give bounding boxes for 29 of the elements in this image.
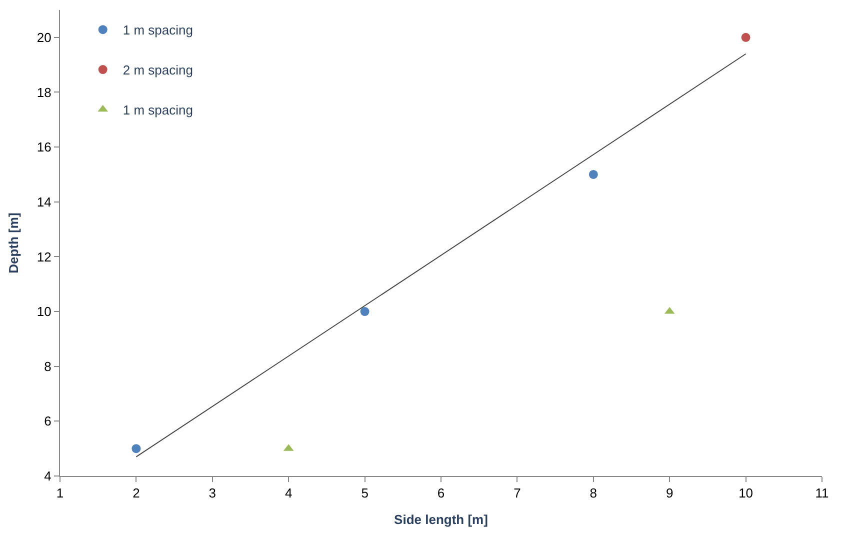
point bbox=[741, 32, 750, 42]
x-tick-label: 5 bbox=[361, 486, 368, 501]
x-axis-title: Side length [m] bbox=[394, 512, 488, 528]
y-tick-label: 20 bbox=[36, 30, 52, 45]
x-tick-label: 11 bbox=[815, 486, 829, 501]
y-tick-label: 6 bbox=[44, 414, 52, 429]
point bbox=[132, 444, 141, 454]
y-tick-label: 14 bbox=[36, 194, 52, 210]
x-tick-label: 6 bbox=[437, 486, 445, 501]
x-tick-label: 9 bbox=[666, 486, 674, 501]
x-tick-label: 10 bbox=[738, 486, 754, 501]
legend-label: 1 m spacing bbox=[122, 22, 193, 38]
y-tick-label: 4 bbox=[44, 468, 52, 484]
x-tick-label: 1 bbox=[56, 486, 64, 501]
x-tick-label: 3 bbox=[208, 486, 216, 501]
x-tick-label: 4 bbox=[284, 486, 292, 501]
y-axis-title: Depth [m] bbox=[6, 212, 21, 274]
y-tick-label: 18 bbox=[36, 84, 52, 100]
y-tick-label: 16 bbox=[36, 140, 52, 155]
y-tick-label: 8 bbox=[44, 358, 52, 374]
x-tick-label: 2 bbox=[132, 486, 140, 501]
point bbox=[588, 170, 598, 179]
legend-label: 1 m spacing bbox=[122, 102, 193, 118]
point bbox=[360, 307, 370, 316]
y-tick-label: 10 bbox=[36, 304, 52, 320]
y-tick-label: 12 bbox=[36, 249, 52, 264]
x-tick-label: 8 bbox=[590, 486, 598, 501]
legend-label: 2 m spacing bbox=[122, 62, 193, 78]
x-tick-label: 7 bbox=[514, 486, 521, 501]
